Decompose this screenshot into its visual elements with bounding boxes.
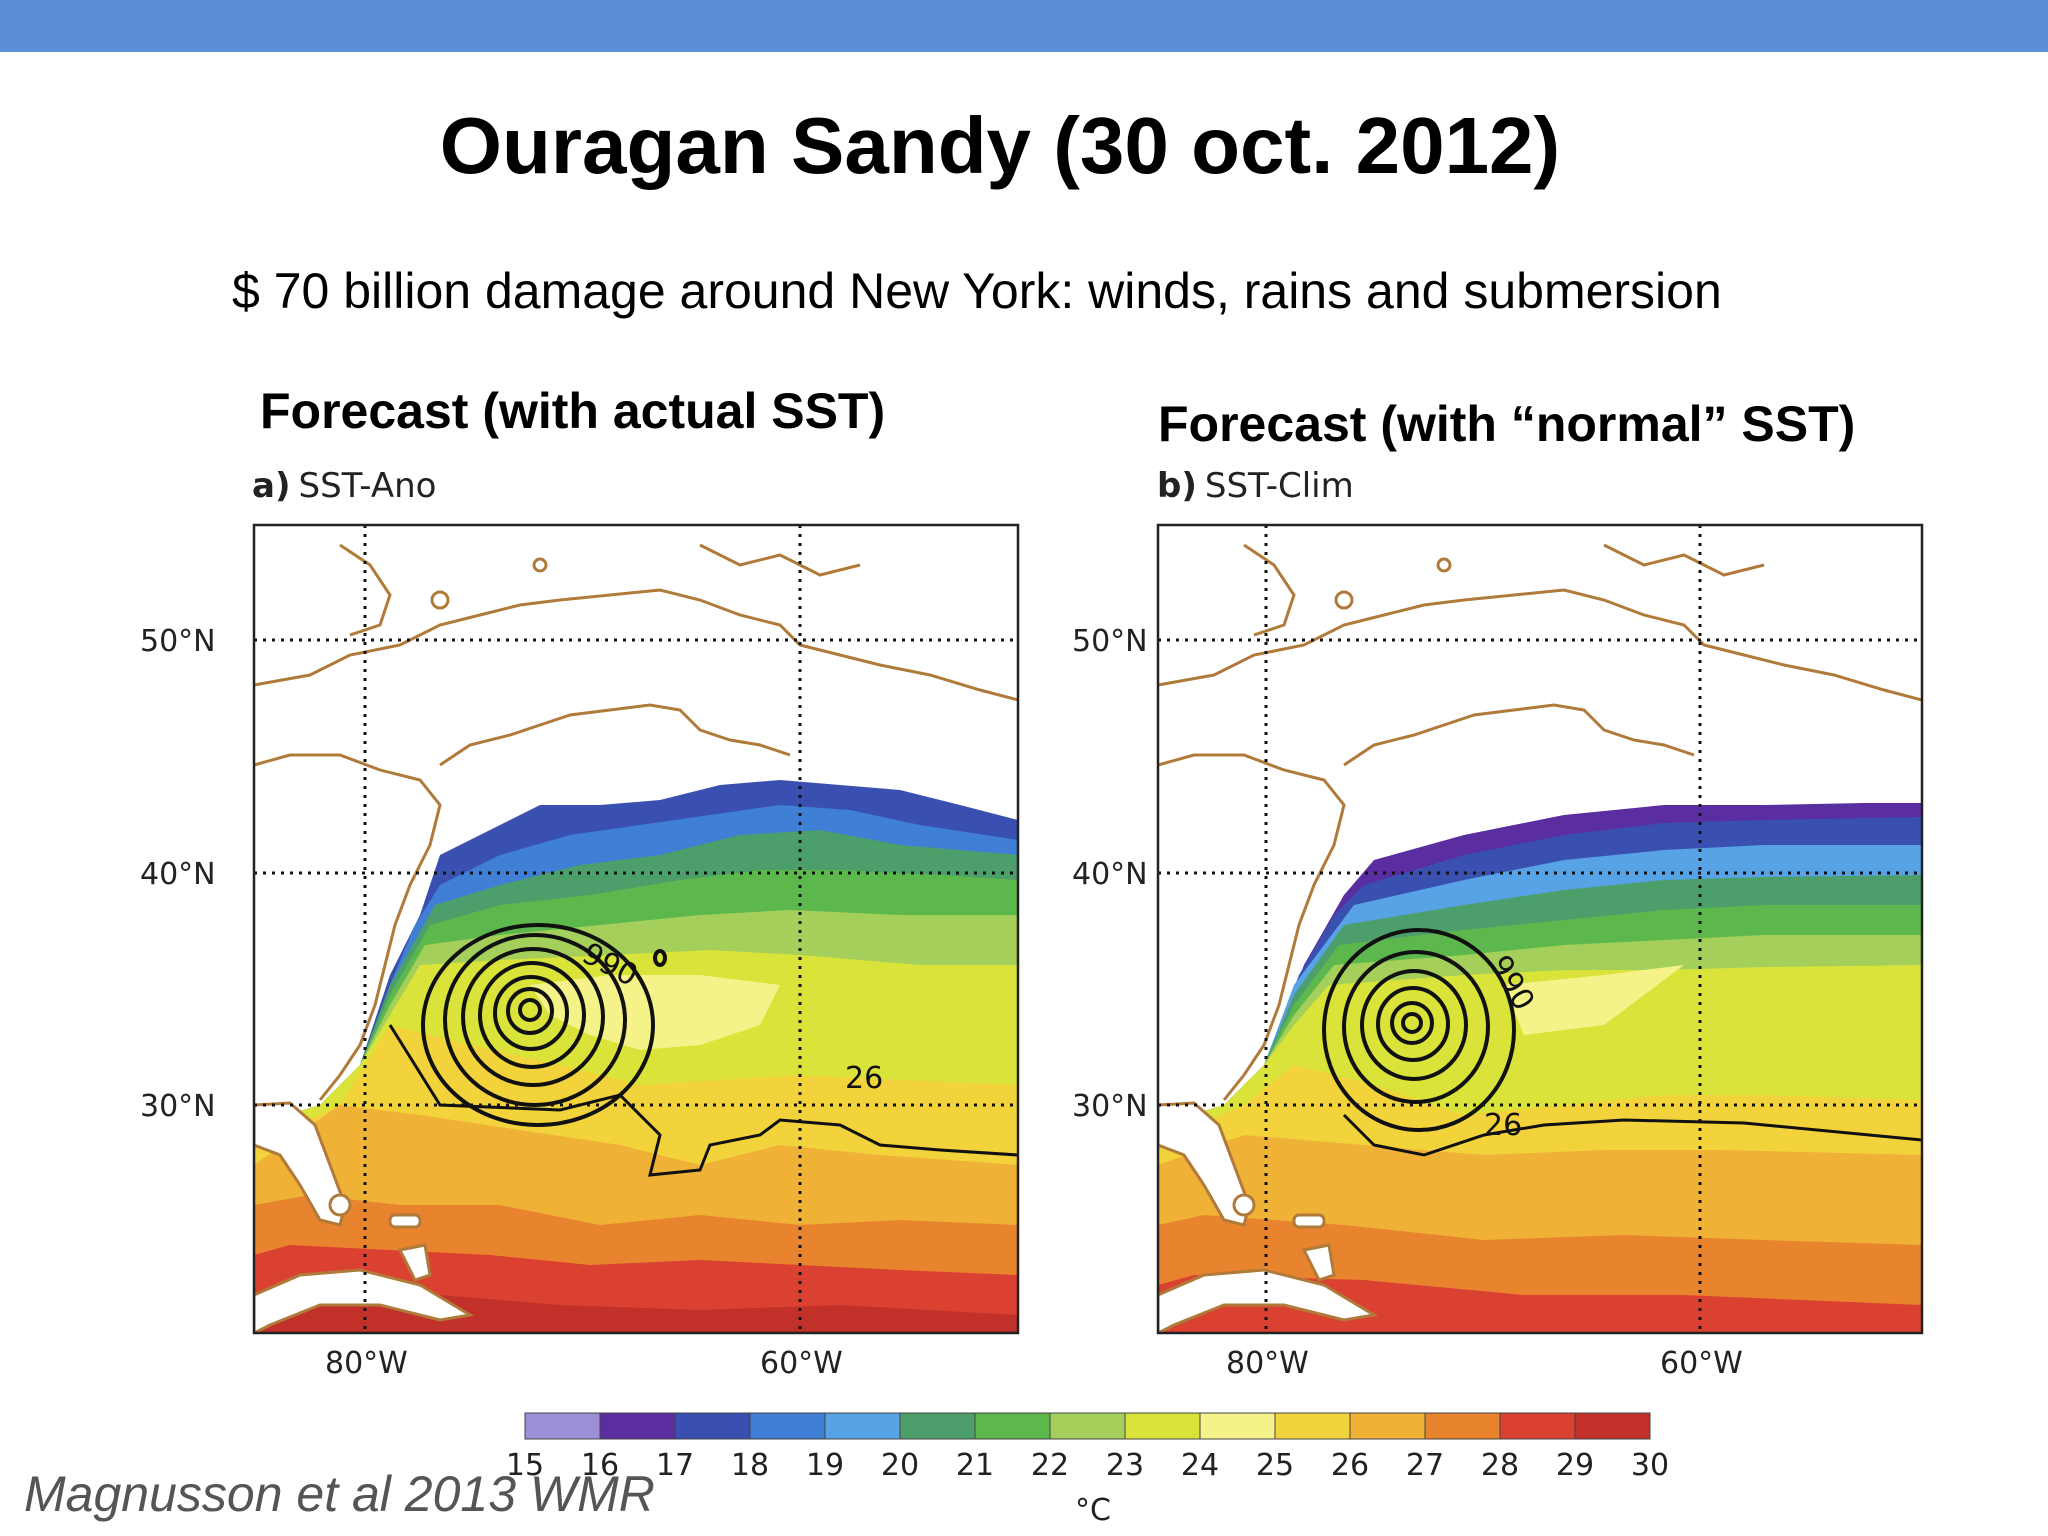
panel-a-heading: Forecast (with actual SST)	[260, 383, 886, 439]
graticule-b	[1158, 525, 1922, 1333]
colorbar-swatch-6	[974, 1412, 1051, 1440]
graticule-a	[254, 525, 1018, 1333]
panel-a-tag: a) SST-Ano	[252, 466, 436, 506]
lat-label-50n-a: 50°N	[140, 624, 216, 659]
panel-b-heading: Forecast (with “normal” SST)	[1158, 396, 1856, 452]
lat-label-40n-b: 40°N	[1072, 857, 1148, 892]
panel-b-tag-text: SST-Clim	[1204, 466, 1354, 506]
lon-label-60w-a: 60°W	[760, 1346, 843, 1381]
lat-label-30n-b: 30°N	[1072, 1089, 1148, 1124]
colorbar-swatch-4	[824, 1412, 901, 1440]
sst-field-a	[254, 525, 1018, 1333]
colorbar-tick-17: 17	[656, 1448, 694, 1483]
colorbar-tick-28: 28	[1481, 1448, 1519, 1483]
lat-label-40n-a: 40°N	[140, 857, 216, 892]
colorbar-swatch-1	[599, 1412, 676, 1440]
colorbar-swatch-9	[1199, 1412, 1276, 1440]
lat-label-30n-a: 30°N	[140, 1089, 216, 1124]
colorbar-unit: °C	[1075, 1493, 1111, 1528]
colorbar-swatch-5	[899, 1412, 976, 1440]
map-panel-a: 990 26 50°N 40°N 30°N 80°W 60°W	[140, 523, 1020, 1381]
colorbar-tick-21: 21	[956, 1448, 994, 1483]
sst-field-b	[1158, 525, 1922, 1333]
slide-subtitle: $ 70 billion damage around New York: win…	[232, 263, 1722, 319]
colorbar-tick-25: 25	[1256, 1448, 1294, 1483]
colorbar-tick-15: 15	[506, 1448, 544, 1483]
pressure-contours-b	[1322, 928, 1516, 1132]
panel-b-letter: b)	[1157, 466, 1197, 506]
panel-a-letter: a)	[252, 466, 291, 506]
slide-title: Ouragan Sandy (30 oct. 2012)	[439, 101, 1561, 190]
colorbar-tick-23: 23	[1106, 1448, 1144, 1483]
lon-label-60w-b: 60°W	[1660, 1346, 1743, 1381]
contour-label-26-a: 26	[845, 1061, 883, 1096]
colorbar-swatch-10	[1274, 1412, 1351, 1440]
colorbar-tick-16: 16	[581, 1448, 619, 1483]
colorbar-swatch-11	[1349, 1412, 1426, 1440]
panel-a-tag-text: SST-Ano	[298, 466, 437, 506]
lon-label-80w-b: 80°W	[1226, 1346, 1309, 1381]
colorbar-swatch-12	[1424, 1412, 1501, 1440]
colorbar-tick-29: 29	[1556, 1448, 1594, 1483]
colorbar-tick-24: 24	[1181, 1448, 1219, 1483]
citation: Magnusson et al 2013 WMR	[24, 1466, 655, 1522]
contour-label-26-b: 26	[1484, 1108, 1522, 1143]
colorbar-tick-18: 18	[731, 1448, 769, 1483]
colorbar-tick-22: 22	[1031, 1448, 1069, 1483]
map-panel-b: 990 26 50°N 40°N 30°N 80°W 60°W	[1072, 523, 1924, 1381]
colorbar-swatch-7	[1049, 1412, 1126, 1440]
panel-b-tag: b) SST-Clim	[1157, 466, 1354, 506]
colorbar-tick-30: 30	[1631, 1448, 1669, 1483]
lon-label-80w-a: 80°W	[325, 1346, 408, 1381]
colorbar-swatch-8	[1124, 1412, 1201, 1440]
colorbar-swatch-13	[1499, 1412, 1576, 1440]
lat-label-50n-b: 50°N	[1072, 624, 1148, 659]
colorbar-swatch-2	[674, 1412, 751, 1440]
colorbar-swatch-14	[1574, 1412, 1651, 1440]
colorbar-swatch-3	[749, 1412, 826, 1440]
colorbar-tick-26: 26	[1331, 1448, 1369, 1483]
colorbar-tick-27: 27	[1406, 1448, 1444, 1483]
top-banner	[0, 0, 2048, 52]
pressure-contours-a	[421, 923, 667, 1127]
colorbar-swatch-0	[524, 1412, 601, 1440]
colorbar-tick-19: 19	[806, 1448, 844, 1483]
sst-colorbar: 15 16 17 18 19 20 21 22 23 24 25 26 27 28 29 30 °C	[506, 1412, 1669, 1528]
colorbar-tick-20: 20	[881, 1448, 919, 1483]
